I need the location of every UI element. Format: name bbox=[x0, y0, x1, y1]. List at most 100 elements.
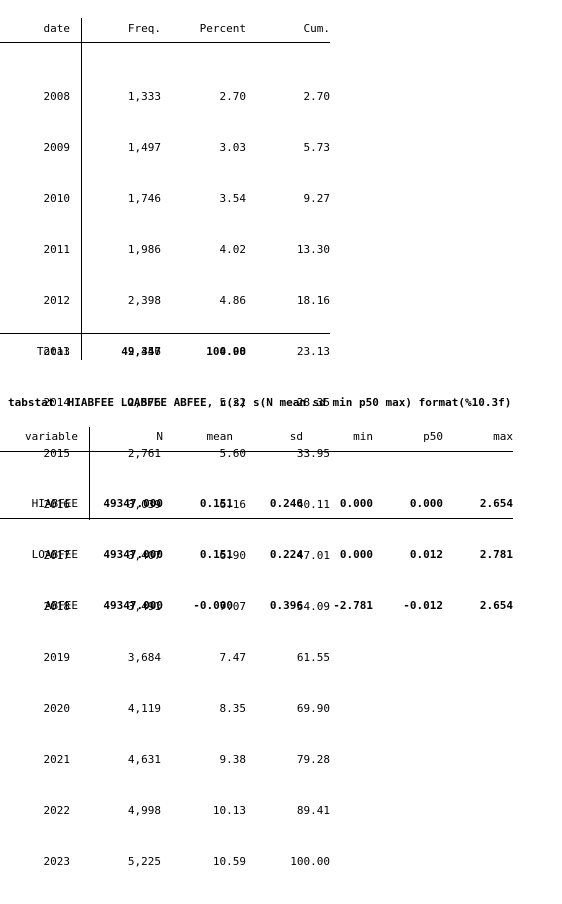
tab2-bottom-rule bbox=[0, 518, 513, 519]
row-max: 2.654 bbox=[479, 599, 513, 612]
row-cum: 79.28 bbox=[296, 753, 330, 766]
table-row: 2019 3,684 7.47 61.55 bbox=[20, 649, 331, 666]
tab1-total-rule bbox=[0, 333, 330, 334]
row-percent: 9.38 bbox=[219, 753, 247, 766]
row-freq: 4,631 bbox=[127, 753, 161, 766]
row-sd: 0.396 bbox=[269, 599, 303, 612]
table-row: 2023 5,225 10.59 100.00 bbox=[20, 853, 331, 870]
table-row: 2021 4,631 9.38 79.28 bbox=[20, 751, 331, 768]
row-n: 49347.000 bbox=[103, 548, 163, 561]
row-p50: -0.012 bbox=[403, 599, 443, 612]
tab2-header-rule bbox=[0, 451, 513, 452]
row-year: 2009 bbox=[43, 141, 71, 154]
row-sd: 0.246 bbox=[269, 497, 303, 510]
row-cum: 23.13 bbox=[296, 345, 330, 358]
row-percent: 3.54 bbox=[219, 192, 247, 205]
row-year: 2019 bbox=[43, 651, 71, 664]
row-cum: 33.95 bbox=[296, 447, 330, 460]
row-percent: 10.13 bbox=[212, 804, 246, 817]
row-percent: 4.02 bbox=[219, 243, 247, 256]
tab2-header-p50: p50 bbox=[423, 430, 443, 443]
tab2-header-min: min bbox=[353, 430, 373, 443]
table-row: 2016 3,039 6.16 40.11 bbox=[20, 496, 331, 513]
row-n: 49347.000 bbox=[103, 599, 163, 612]
tab1-total-freq: 49,347 bbox=[121, 345, 161, 358]
table-row: LOABFEE 49347.000 0.151 0.224 0.000 0.012 2.78… bbox=[10, 546, 513, 563]
row-freq: 5,225 bbox=[127, 855, 161, 868]
row-variable: HIABFEE bbox=[31, 497, 78, 510]
row-cum: 28.35 bbox=[296, 396, 330, 409]
row-percent: 8.35 bbox=[219, 702, 247, 715]
row-year: 2013 bbox=[43, 345, 71, 358]
tab1-header-freq: Freq. bbox=[127, 22, 161, 35]
row-percent: 10.59 bbox=[212, 855, 246, 868]
row-year: 2016 bbox=[43, 498, 71, 511]
row-p50: 0.012 bbox=[409, 548, 443, 561]
row-year: 2012 bbox=[43, 294, 71, 307]
table-row: 2009 1,497 3.03 5.73 bbox=[20, 139, 331, 156]
tab1-header-cum: Cum. bbox=[303, 22, 331, 35]
row-percent: 6.16 bbox=[219, 498, 247, 511]
row-cum: 61.55 bbox=[296, 651, 330, 664]
tab1-header-var: date bbox=[43, 22, 71, 35]
row-cum: 89.41 bbox=[296, 804, 330, 817]
row-year: 2022 bbox=[43, 804, 71, 817]
row-freq: 2,576 bbox=[127, 396, 161, 409]
row-mean: -0.000 bbox=[193, 599, 233, 612]
row-min: 0.000 bbox=[339, 497, 373, 510]
table-row: 2013 2,456 4.98 23.13 bbox=[20, 343, 331, 360]
table-row: 2015 2,761 5.60 33.95 bbox=[20, 445, 331, 462]
tab1-total-label: Total bbox=[36, 345, 70, 358]
row-freq: 2,456 bbox=[127, 345, 161, 358]
row-freq: 1,333 bbox=[127, 90, 161, 103]
tab2-header-max: max bbox=[493, 430, 513, 443]
row-p50: 0.000 bbox=[409, 497, 443, 510]
table-row: 2022 4,998 10.13 89.41 bbox=[20, 802, 331, 819]
row-year: 2021 bbox=[43, 753, 71, 766]
row-max: 2.781 bbox=[479, 548, 513, 561]
row-min: 0.000 bbox=[339, 548, 373, 561]
table-row: 2012 2,398 4.86 18.16 bbox=[20, 292, 331, 309]
table-row: ABFEE 49347.000 -0.000 0.396 -2.781 -0.012 2.6… bbox=[10, 597, 513, 614]
row-min: -2.781 bbox=[333, 599, 373, 612]
row-cum: 40.11 bbox=[296, 498, 330, 511]
row-sd: 0.224 bbox=[269, 548, 303, 561]
row-percent: 4.98 bbox=[219, 345, 247, 358]
row-year: 2008 bbox=[43, 90, 71, 103]
tab1-column-divider bbox=[81, 18, 82, 360]
row-percent: 3.03 bbox=[219, 141, 247, 154]
tab2-header-sd: sd bbox=[289, 430, 303, 443]
row-cum: 9.27 bbox=[303, 192, 331, 205]
tab2-header-variable: variable bbox=[25, 430, 78, 443]
row-percent: 5.22 bbox=[219, 396, 247, 409]
tab2-body: HIABFEE 49347.000 0.151 0.246 0.000 0.000 2.65… bbox=[10, 461, 513, 648]
row-variable: ABFEE bbox=[44, 599, 78, 612]
table-row: HIABFEE 49347.000 0.151 0.246 0.000 0.000 2.65… bbox=[10, 495, 513, 512]
row-cum: 18.16 bbox=[296, 294, 330, 307]
row-max: 2.654 bbox=[479, 497, 513, 510]
row-freq: 2,398 bbox=[127, 294, 161, 307]
row-cum: 100.00 bbox=[290, 855, 330, 868]
command-line: tabstat HIABFEE LOABFEE ABFEE, c(s) s(N … bbox=[8, 396, 512, 409]
row-year: 2023 bbox=[43, 855, 71, 868]
table-row: 2010 1,746 3.54 9.27 bbox=[20, 190, 331, 207]
row-cum: 69.90 bbox=[296, 702, 330, 715]
row-freq: 2,761 bbox=[127, 447, 161, 460]
row-freq: 4,119 bbox=[127, 702, 161, 715]
row-freq: 3,039 bbox=[127, 498, 161, 511]
row-year: 2010 bbox=[43, 192, 71, 205]
tab1-header-rule bbox=[0, 42, 330, 43]
row-freq: 4,998 bbox=[127, 804, 161, 817]
row-cum: 5.73 bbox=[303, 141, 331, 154]
table-row: 2020 4,119 8.35 69.90 bbox=[20, 700, 331, 717]
row-freq: 1,746 bbox=[127, 192, 161, 205]
tab1-total-percent: 100.00 bbox=[206, 345, 246, 358]
row-percent: 2.70 bbox=[219, 90, 247, 103]
table-row: 2008 1,333 2.70 2.70 bbox=[20, 88, 331, 105]
row-freq: 3,684 bbox=[127, 651, 161, 664]
row-mean: 0.151 bbox=[199, 497, 233, 510]
row-mean: 0.151 bbox=[199, 548, 233, 561]
row-year: 2011 bbox=[43, 243, 71, 256]
tab1-header-percent: Percent bbox=[199, 22, 246, 35]
row-percent: 5.60 bbox=[219, 447, 247, 460]
